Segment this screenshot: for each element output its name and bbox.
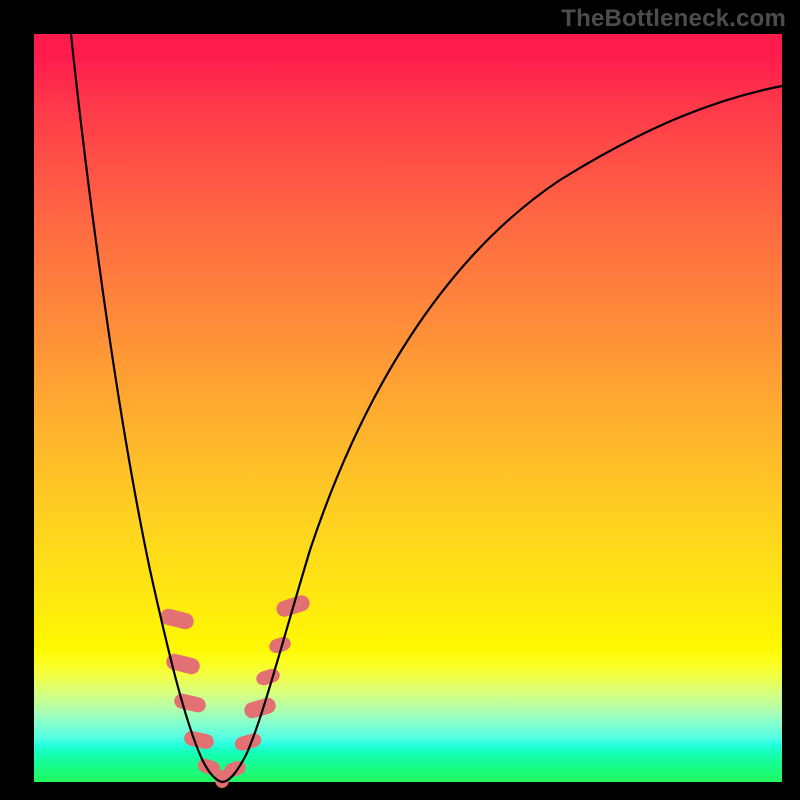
chart-stage: TheBottleneck.com <box>0 0 800 800</box>
watermark-text: TheBottleneck.com <box>561 5 786 33</box>
gradient-plot-area <box>34 34 782 782</box>
